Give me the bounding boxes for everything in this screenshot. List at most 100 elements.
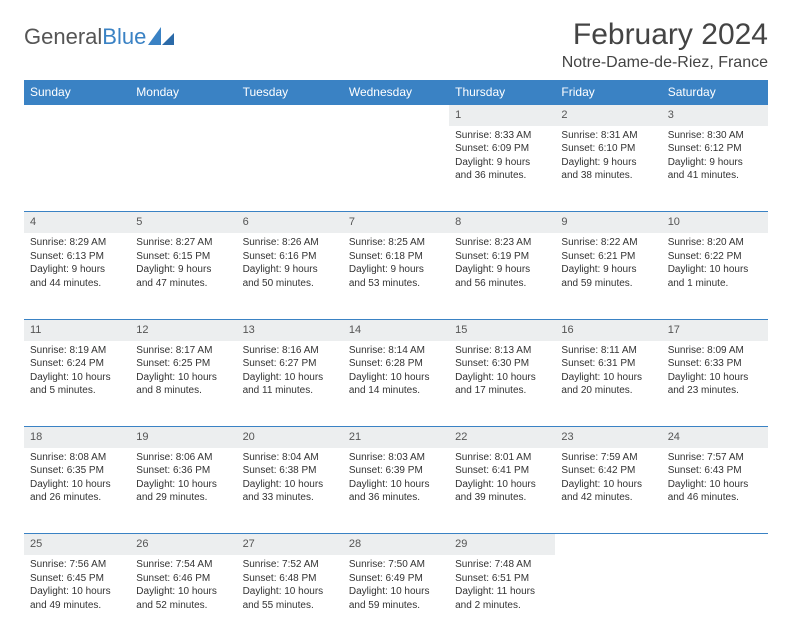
- day-d1: Daylight: 10 hours: [668, 263, 762, 277]
- day-number-cell: [555, 534, 661, 555]
- day-d2: and 47 minutes.: [136, 277, 230, 291]
- day-d1: Daylight: 9 hours: [561, 156, 655, 170]
- day-ss: Sunset: 6:19 PM: [455, 250, 549, 264]
- day-ss: Sunset: 6:10 PM: [561, 142, 655, 156]
- day-sr: Sunrise: 7:54 AM: [136, 558, 230, 572]
- day-info-cell: Sunrise: 7:52 AMSunset: 6:48 PMDaylight:…: [237, 555, 343, 641]
- day-sr: Sunrise: 8:20 AM: [668, 236, 762, 250]
- day-sr: Sunrise: 8:30 AM: [668, 129, 762, 143]
- day-sr: Sunrise: 8:31 AM: [561, 129, 655, 143]
- day-info-cell: Sunrise: 8:16 AMSunset: 6:27 PMDaylight:…: [237, 341, 343, 427]
- day-d1: Daylight: 10 hours: [455, 371, 549, 385]
- weekday-header: Saturday: [662, 80, 768, 105]
- day-d2: and 14 minutes.: [349, 384, 443, 398]
- day-info-row: Sunrise: 8:08 AMSunset: 6:35 PM Daylight:…: [24, 448, 768, 534]
- day-info-cell: Sunrise: 8:17 AMSunset: 6:25 PMDaylight:…: [130, 341, 236, 427]
- day-d2: and 53 minutes.: [349, 277, 443, 291]
- day-d1: Daylight: 10 hours: [136, 585, 230, 599]
- day-info-cell: Sunrise: 8:03 AMSunset: 6:39 PMDaylight:…: [343, 448, 449, 534]
- day-number-cell: 14: [343, 319, 449, 340]
- weekday-header: Tuesday: [237, 80, 343, 105]
- day-number-cell: 11: [24, 319, 130, 340]
- day-d2: and 20 minutes.: [561, 384, 655, 398]
- day-number-cell: 9: [555, 212, 661, 233]
- day-d1: Daylight: 10 hours: [561, 478, 655, 492]
- day-number-row: 18192021222324: [24, 427, 768, 448]
- day-d2: and 11 minutes.: [243, 384, 337, 398]
- day-d2: and 2 minutes.: [455, 599, 549, 613]
- day-d2: and 46 minutes.: [668, 491, 762, 505]
- day-info-cell: Sunrise: 7:54 AMSunset: 6:46 PMDaylight:…: [130, 555, 236, 641]
- day-number-cell: 27: [237, 534, 343, 555]
- day-sr: Sunrise: 8:25 AM: [349, 236, 443, 250]
- day-d2: and 8 minutes.: [136, 384, 230, 398]
- day-ss: Sunset: 6:21 PM: [561, 250, 655, 264]
- day-d1: Daylight: 10 hours: [243, 478, 337, 492]
- day-d1: Daylight: 9 hours: [243, 263, 337, 277]
- logo-text: GeneralBlue: [24, 24, 146, 50]
- day-sr: Sunrise: 8:19 AM: [30, 344, 124, 358]
- day-d1: Daylight: 9 hours: [561, 263, 655, 277]
- day-d1: Daylight: 10 hours: [349, 478, 443, 492]
- day-number-cell: [130, 105, 236, 126]
- day-sr: Sunrise: 8:01 AM: [455, 451, 549, 465]
- day-d1: Daylight: 10 hours: [668, 371, 762, 385]
- day-sr: Sunrise: 7:59 AM: [561, 451, 655, 465]
- day-info-cell: Sunrise: 7:56 AMSunset: 6:45 PMDaylight:…: [24, 555, 130, 641]
- day-info-row: Sunrise: 8:29 AMSunset: 6:13 PMDaylight:…: [24, 233, 768, 319]
- day-info-cell: [555, 555, 661, 641]
- day-d1: Daylight: 10 hours: [30, 585, 124, 599]
- day-info-cell: Sunrise: 8:33 AMSunset: 6:09 PMDaylight:…: [449, 126, 555, 212]
- day-d1: Daylight: 10 hours: [668, 478, 762, 492]
- day-d2: and 42 minutes.: [561, 491, 655, 505]
- day-number-cell: 28: [343, 534, 449, 555]
- day-d2: and 33 minutes.: [243, 491, 337, 505]
- day-info-cell: Sunrise: 8:09 AMSunset: 6:33 PMDaylight:…: [662, 341, 768, 427]
- day-ss: Sunset: 6:16 PM: [243, 250, 337, 264]
- day-number-cell: 13: [237, 319, 343, 340]
- day-d2: and 36 minutes.: [455, 169, 549, 183]
- location-label: Notre-Dame-de-Riez, France: [562, 54, 768, 72]
- day-number-cell: 29: [449, 534, 555, 555]
- day-number-cell: 22: [449, 427, 555, 448]
- day-d2: and 41 minutes.: [668, 169, 762, 183]
- day-sr: Sunrise: 8:23 AM: [455, 236, 549, 250]
- day-sr: Sunrise: 8:13 AM: [455, 344, 549, 358]
- day-sr: Sunrise: 8:27 AM: [136, 236, 230, 250]
- day-ss: Sunset: 6:27 PM: [243, 357, 337, 371]
- day-number-cell: 23: [555, 427, 661, 448]
- day-ss: Sunset: 6:22 PM: [668, 250, 762, 264]
- day-ss: Sunset: 6:12 PM: [668, 142, 762, 156]
- day-number-cell: 26: [130, 534, 236, 555]
- day-number-cell: 4: [24, 212, 130, 233]
- day-info-cell: Sunrise: 8:11 AMSunset: 6:31 PMDaylight:…: [555, 341, 661, 427]
- day-sr: Sunrise: 8:03 AM: [349, 451, 443, 465]
- day-number-cell: 24: [662, 427, 768, 448]
- day-number-cell: [343, 105, 449, 126]
- day-info-cell: Sunrise: 8:29 AMSunset: 6:13 PMDaylight:…: [24, 233, 130, 319]
- month-title: February 2024: [562, 18, 768, 52]
- calendar-table: SundayMondayTuesdayWednesdayThursdayFrid…: [24, 80, 768, 641]
- day-info-cell: Sunrise: 7:48 AMSunset: 6:51 PMDaylight:…: [449, 555, 555, 641]
- day-d2: and 29 minutes.: [136, 491, 230, 505]
- day-info-cell: Sunrise: 8:20 AMSunset: 6:22 PMDaylight:…: [662, 233, 768, 319]
- day-info-cell: Sunrise: 8:08 AMSunset: 6:35 PMDaylight:…: [24, 448, 130, 534]
- day-ss: Sunset: 6:35 PM: [30, 464, 124, 478]
- day-d1: Daylight: 11 hours: [455, 585, 549, 599]
- day-number-cell: 15: [449, 319, 555, 340]
- day-info-cell: Sunrise: 7:50 AMSunset: 6:49 PMDaylight:…: [343, 555, 449, 641]
- day-d2: and 26 minutes.: [30, 491, 124, 505]
- day-sr: Sunrise: 8:06 AM: [136, 451, 230, 465]
- day-ss: Sunset: 6:43 PM: [668, 464, 762, 478]
- day-d2: and 38 minutes.: [561, 169, 655, 183]
- day-info-cell: [24, 126, 130, 212]
- day-number-cell: 3: [662, 105, 768, 126]
- day-d1: Daylight: 10 hours: [136, 371, 230, 385]
- day-sr: Sunrise: 7:48 AM: [455, 558, 549, 572]
- day-sr: Sunrise: 8:08 AM: [30, 451, 124, 465]
- day-sr: Sunrise: 7:50 AM: [349, 558, 443, 572]
- weekday-header-row: SundayMondayTuesdayWednesdayThursdayFrid…: [24, 80, 768, 105]
- day-sr: Sunrise: 8:04 AM: [243, 451, 337, 465]
- day-ss: Sunset: 6:24 PM: [30, 357, 124, 371]
- day-info-cell: Sunrise: 8:13 AMSunset: 6:30 PMDaylight:…: [449, 341, 555, 427]
